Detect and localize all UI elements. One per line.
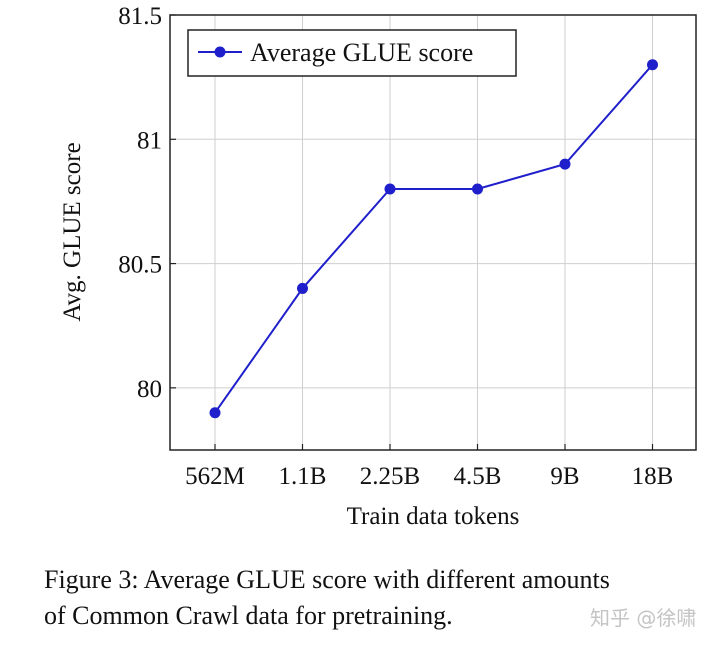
chart-grid (170, 14, 696, 450)
y-tick-label: 80 (137, 376, 162, 403)
figure-caption: Figure 3: Average GLUE score with differ… (44, 562, 714, 634)
watermark: 知乎 @徐啸 (590, 606, 697, 630)
series-layer (209, 59, 658, 419)
data-point (472, 183, 483, 195)
x-tick-label: 562M (185, 463, 245, 490)
legend-box (187, 29, 517, 77)
data-point (209, 407, 221, 419)
x-tick-label: 4.5B (454, 463, 502, 490)
line-chart: 562M 1.1B 2.25B 4.5B 9B 18B 80 80.5 81 81.5 Avera… (59, 3, 697, 530)
y-tick-label: 80.5 (118, 252, 162, 279)
x-tick-label: 2.25B (360, 463, 420, 490)
x-tick-label: 18B (632, 463, 674, 490)
data-point (297, 282, 308, 294)
chart-legend: Average GLUE score (187, 29, 517, 77)
legend-entry-label: Average GLUE score (250, 38, 473, 67)
data-point (559, 158, 571, 170)
caption-line-2: of Common Crawl data for pretraining. (44, 601, 453, 630)
data-point (384, 183, 396, 195)
y-tick-label: 81 (137, 127, 162, 154)
series-line (214, 64, 654, 414)
x-tick-label: 9B (550, 463, 579, 490)
legend-marker (214, 46, 226, 58)
y-tick-label: 81.5 (118, 3, 162, 30)
axis-ticks: 562M 1.1B 2.25B 4.5B 9B 18B 80 80.5 81 81.5 (118, 3, 673, 490)
x-tick-label: 1.1B (279, 463, 327, 490)
caption-line-1: Figure 3: Average GLUE score with differ… (44, 565, 610, 594)
x-axis-label: Train data tokens (347, 503, 520, 530)
plot-frame (169, 14, 697, 451)
y-axis-label: Avg. GLUE score (59, 142, 86, 321)
data-point (647, 59, 658, 71)
